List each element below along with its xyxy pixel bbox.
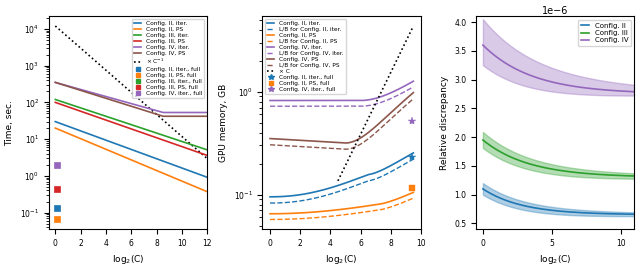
Title: 1e−6: 1e−6 [542,5,568,16]
Y-axis label: Relative discrepancy: Relative discrepancy [440,76,449,170]
X-axis label: log$_2$(C): log$_2$(C) [112,254,145,267]
Legend: Config. II, iter., L/B for Config. II, iter., Config. II, PS, L/B for Config. II: Config. II, iter., L/B for Config. II, i… [266,19,346,94]
X-axis label: log$_2$(C): log$_2$(C) [539,254,572,267]
Legend: Config. II, iter., Config. II, PS, Config. III, iter., Config. III, PS, Config. : Config. II, iter., Config. II, PS, Confi… [132,19,204,98]
Legend: Config. II, Config. III, Config. IV: Config. II, Config. III, Config. IV [578,20,631,46]
Y-axis label: Time, sec.: Time, sec. [6,100,15,146]
X-axis label: log$_2$(C): log$_2$(C) [325,254,358,267]
Y-axis label: GPU memory, GB: GPU memory, GB [219,84,228,162]
